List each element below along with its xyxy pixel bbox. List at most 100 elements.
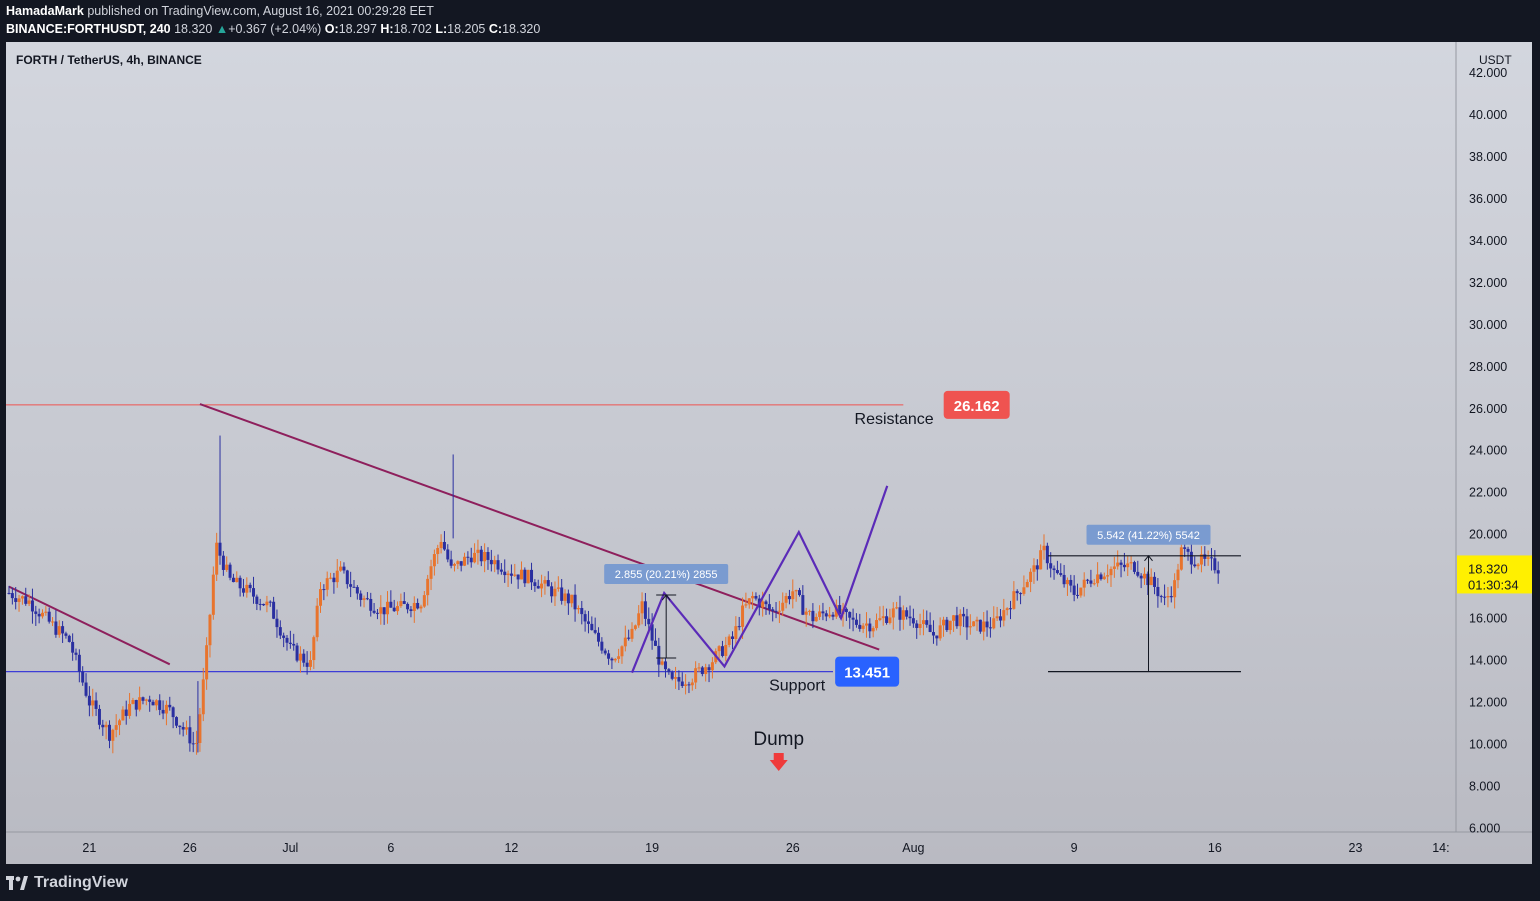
candle-body bbox=[1116, 562, 1120, 567]
candle-body bbox=[754, 595, 758, 599]
candle-body bbox=[275, 618, 279, 628]
candle-body bbox=[1089, 580, 1093, 584]
candle-body bbox=[1183, 547, 1187, 549]
candle-body bbox=[208, 614, 212, 646]
candle-body bbox=[506, 573, 510, 576]
candle-body bbox=[1146, 573, 1150, 586]
candle-body bbox=[452, 564, 456, 566]
candle-body bbox=[486, 552, 490, 560]
candle-body bbox=[861, 625, 865, 629]
candle-body bbox=[24, 596, 28, 604]
candle-body bbox=[1169, 596, 1173, 598]
candle-body bbox=[831, 614, 835, 617]
candle-body bbox=[1039, 550, 1043, 570]
levels-layer: 26.162 Resistance 13.451 Support bbox=[6, 390, 1010, 695]
candle-body bbox=[653, 640, 657, 646]
high-value: 18.702 bbox=[393, 22, 432, 36]
candle-body bbox=[292, 643, 296, 646]
candle-body bbox=[925, 620, 929, 625]
candle-body bbox=[828, 614, 832, 617]
candle-body bbox=[1052, 568, 1056, 571]
price-chart[interactable]: 26.162 Resistance 13.451 Support 2.855 (20.… bbox=[6, 42, 1532, 864]
candle-body bbox=[751, 595, 755, 599]
candle-body bbox=[1213, 558, 1217, 571]
candle-body bbox=[858, 624, 862, 629]
chart-area[interactable]: 26.162 Resistance 13.451 Support 2.855 (20.… bbox=[6, 42, 1532, 864]
candle-body bbox=[878, 618, 882, 621]
candle-body bbox=[406, 603, 410, 610]
candle-body bbox=[27, 600, 31, 604]
candle-body bbox=[777, 610, 781, 612]
candle-body bbox=[188, 727, 192, 744]
candle-body bbox=[154, 700, 158, 706]
down-arrow-icon bbox=[769, 753, 788, 772]
candle-body bbox=[597, 632, 601, 642]
candle-body bbox=[134, 700, 138, 710]
candle-body bbox=[637, 613, 641, 626]
tradingview-brand[interactable]: TradingView bbox=[6, 873, 128, 893]
candle-body bbox=[787, 596, 791, 600]
candle-body bbox=[928, 624, 932, 632]
time-tick-label: Aug bbox=[902, 841, 924, 855]
candle-body bbox=[473, 552, 477, 563]
candle-body bbox=[262, 603, 266, 606]
candle-body bbox=[988, 627, 992, 629]
candle-body bbox=[516, 574, 520, 580]
candle-body bbox=[600, 641, 604, 651]
candle-body bbox=[938, 625, 942, 639]
candle-body bbox=[416, 602, 420, 609]
candle-body bbox=[814, 616, 818, 622]
candle-body bbox=[633, 625, 637, 629]
candle-body bbox=[509, 573, 513, 576]
candle-body bbox=[911, 618, 915, 624]
candle-body bbox=[1092, 583, 1096, 585]
candle-body bbox=[315, 605, 319, 638]
open-value: 18.297 bbox=[338, 22, 377, 36]
candle-body bbox=[700, 667, 704, 675]
candle-body bbox=[1042, 545, 1046, 551]
candle-body bbox=[493, 560, 497, 565]
candle-body bbox=[1176, 569, 1180, 581]
candles-layer bbox=[7, 435, 1220, 755]
candle-body bbox=[94, 700, 98, 709]
symbol-label: BINANCE:FORTHUSDT, 240 bbox=[6, 22, 171, 36]
candle-body bbox=[885, 616, 889, 623]
candle-body bbox=[64, 633, 68, 636]
author-name[interactable]: HamadaMark bbox=[6, 4, 84, 18]
candle-body bbox=[97, 708, 101, 725]
price-tick-label: 6.000 bbox=[1469, 822, 1500, 836]
candle-body bbox=[195, 742, 199, 744]
candle-body bbox=[121, 709, 125, 721]
candle-body bbox=[245, 584, 249, 593]
candle-body bbox=[1065, 579, 1069, 585]
candle-body bbox=[640, 601, 644, 614]
publish-text: published on TradingView.com, August 16,… bbox=[87, 4, 434, 18]
candle-body bbox=[921, 620, 925, 625]
measure-label-box bbox=[604, 564, 729, 585]
candle-body bbox=[476, 549, 480, 553]
candle-body bbox=[483, 552, 487, 562]
candle-body bbox=[44, 611, 48, 613]
candle-body bbox=[583, 614, 587, 622]
candle-body bbox=[731, 636, 734, 639]
candle-body bbox=[804, 611, 808, 615]
candle-body bbox=[523, 569, 527, 584]
candle-body bbox=[225, 564, 229, 570]
candle-body bbox=[1129, 562, 1133, 564]
candle-body bbox=[1119, 562, 1123, 565]
candle-body bbox=[1142, 573, 1146, 579]
candle-body bbox=[442, 541, 446, 550]
candle-body bbox=[1179, 547, 1183, 570]
candle-body bbox=[576, 608, 580, 610]
candle-body bbox=[1173, 580, 1177, 598]
candle-body bbox=[546, 580, 550, 587]
candle-body bbox=[118, 720, 122, 726]
candle-body bbox=[302, 653, 306, 663]
candle-body bbox=[627, 637, 631, 639]
time-tick-label: 23 bbox=[1349, 841, 1363, 855]
candle-body bbox=[148, 699, 152, 702]
candle-body bbox=[797, 590, 801, 596]
candle-body bbox=[891, 608, 895, 618]
candle-body bbox=[1132, 562, 1136, 572]
price-tick-label: 10.000 bbox=[1469, 738, 1507, 752]
